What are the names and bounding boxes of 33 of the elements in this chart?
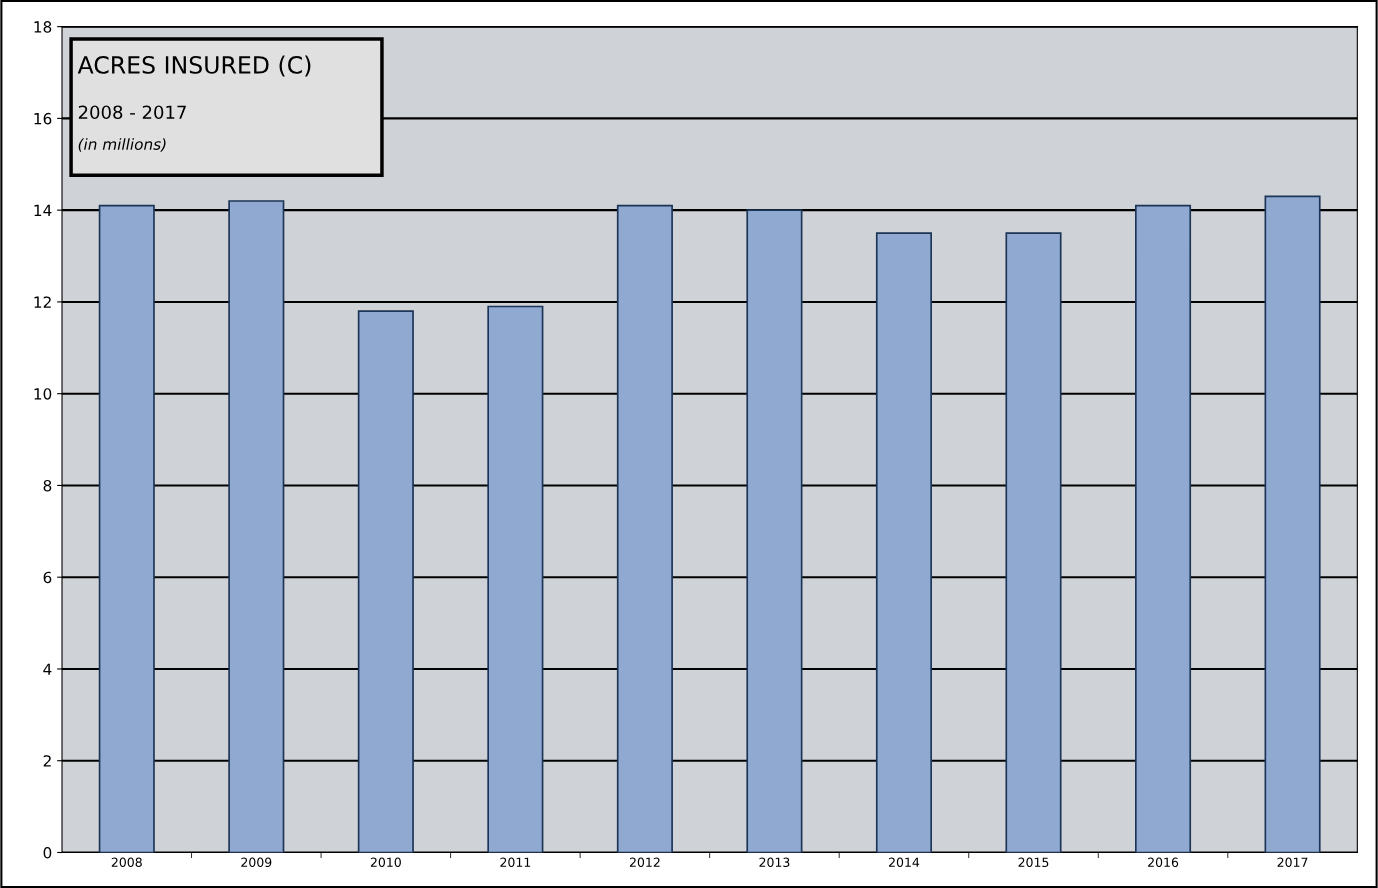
- y-tick-label: 2: [43, 755, 51, 767]
- bar: [746, 209, 803, 853]
- annotation: (in millions): [78, 138, 166, 152]
- y-tick-label: 18: [34, 21, 52, 33]
- x-tick-label: 2017: [1277, 857, 1308, 868]
- x-tick-label: 2010: [370, 857, 401, 868]
- x-tick-label: 2016: [1148, 857, 1179, 868]
- y-tick-label: 10: [34, 388, 52, 400]
- x-tick-label: 2015: [1018, 857, 1049, 868]
- x-tick-label: 2012: [629, 857, 660, 868]
- y-tick-label: 6: [43, 571, 52, 584]
- bar: [357, 310, 414, 853]
- bar: [1005, 232, 1062, 853]
- bar: [228, 200, 285, 853]
- bar: [98, 204, 155, 853]
- y-tick-label: 14: [34, 204, 52, 216]
- bar: [487, 305, 544, 853]
- x-tick-label: 2013: [759, 857, 790, 868]
- text: 2008 - 2017: [78, 105, 186, 120]
- bar: [1134, 204, 1192, 853]
- x-tick-label: 2014: [888, 857, 920, 868]
- y-tick-label: 12: [34, 296, 51, 308]
- text: ACRES INSURED (C): [77, 55, 311, 77]
- bar: [1264, 195, 1321, 853]
- y-tick-label: 4: [43, 663, 52, 675]
- y-tick-label: 16: [34, 112, 52, 125]
- y-tick-label: 8: [43, 479, 52, 492]
- x-tick-label: 2009: [241, 857, 272, 868]
- bar: [616, 204, 673, 853]
- y-tick-label: 0: [43, 846, 52, 859]
- x-tick-label: 2011: [500, 857, 531, 868]
- bar: [875, 232, 933, 853]
- x-tick-label: 2008: [111, 857, 142, 868]
